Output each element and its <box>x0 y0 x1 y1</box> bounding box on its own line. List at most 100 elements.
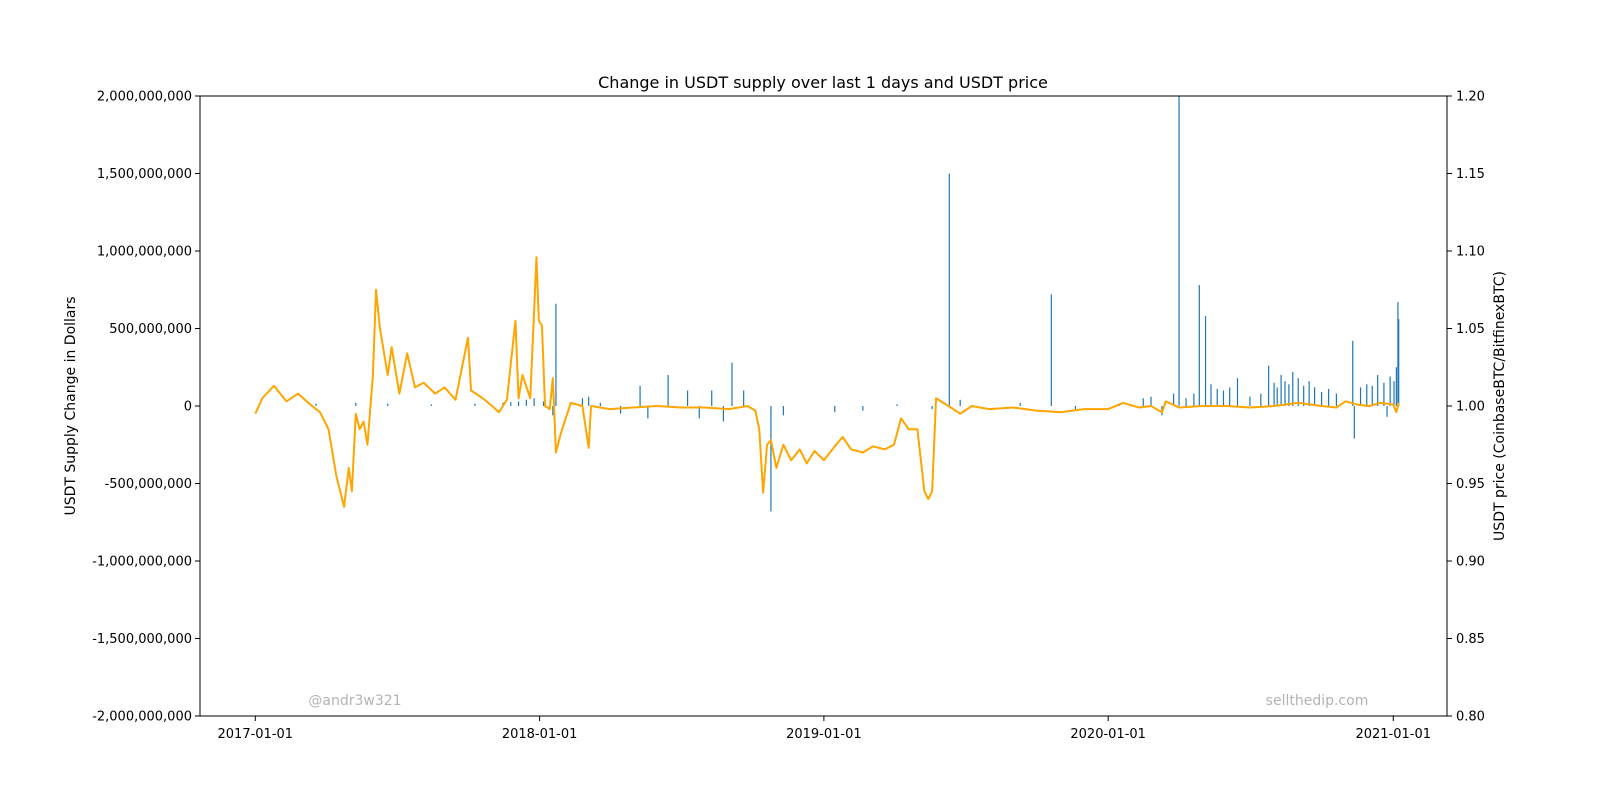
supply-bar <box>1222 390 1225 406</box>
supply-bar <box>1395 367 1397 406</box>
supply-bar <box>620 406 622 414</box>
supply-bar <box>770 406 772 512</box>
y2-tick-label: 1.20 <box>1456 90 1485 105</box>
supply-bar <box>1204 316 1207 406</box>
y2-tick-label: 0.90 <box>1456 555 1485 570</box>
y-tick-label: 1,000,000,000 <box>97 245 192 260</box>
supply-bar <box>517 401 520 406</box>
supply-bar <box>510 402 512 407</box>
left-axis: 2,000,000,000 1,500,000,000 1,000,000,000 5… <box>92 90 200 725</box>
supply-bar <box>1019 402 1021 406</box>
supply-bar <box>896 404 898 406</box>
supply-bar <box>834 406 836 413</box>
supply-bar <box>1216 388 1218 406</box>
x-tick-label: 2021-01-01 <box>1355 727 1431 742</box>
watermark-site: sellthedip.com <box>1266 693 1369 709</box>
supply-bar <box>931 406 933 410</box>
supply-bar <box>533 398 535 406</box>
supply-bar <box>1393 381 1395 406</box>
supply-bar <box>667 375 669 406</box>
supply-bar <box>1313 387 1316 406</box>
supply-bar <box>355 402 357 406</box>
supply-bar <box>686 390 689 406</box>
y-axis-title: USDT Supply Change in Dollars <box>63 296 79 515</box>
supply-bar <box>1366 384 1368 406</box>
supply-bar <box>722 406 725 422</box>
supply-bar <box>599 402 601 406</box>
supply-bar <box>948 173 950 406</box>
supply-bar <box>782 406 784 416</box>
supply-bar <box>1308 381 1310 406</box>
supply-bar <box>1150 396 1152 406</box>
supply-bar <box>1193 393 1195 406</box>
supply-bar <box>1377 375 1379 406</box>
supply-bar <box>1173 393 1175 406</box>
supply-bar <box>1260 393 1262 406</box>
supply-bar <box>581 398 584 406</box>
supply-bar <box>555 303 557 406</box>
supply-bar <box>1229 387 1231 406</box>
supply-bar <box>1383 382 1385 406</box>
y2-tick-label: 1.10 <box>1456 245 1485 260</box>
y-tick-label: -500,000,000 <box>105 477 192 492</box>
y-tick-label: -1,500,000,000 <box>92 632 192 647</box>
supply-bar <box>1178 96 1180 406</box>
x-tick-label: 2018-01-01 <box>502 727 578 742</box>
y-tick-label: 2,000,000,000 <box>97 90 192 105</box>
supply-bar <box>639 385 641 406</box>
y-tick-label: 1,500,000,000 <box>97 167 192 182</box>
supply-bar <box>1198 285 1200 406</box>
supply-bar <box>1328 388 1330 406</box>
supply-bar <box>1398 319 1400 406</box>
supply-bar <box>1303 385 1305 406</box>
supply-bar <box>1280 375 1282 406</box>
supply-bar <box>1273 382 1275 406</box>
y2-tick-label: 0.85 <box>1456 632 1485 647</box>
supply-bar <box>711 390 713 406</box>
y2-tick-label: 1.00 <box>1456 400 1485 415</box>
supply-bar <box>1371 385 1373 406</box>
supply-bar <box>1353 406 1355 439</box>
supply-bar <box>525 399 527 406</box>
supply-bar <box>1249 396 1251 406</box>
y2-tick-label: 0.95 <box>1456 477 1485 492</box>
supply-bar <box>1389 376 1391 406</box>
supply-bar <box>1359 387 1362 406</box>
supply-bar <box>1074 406 1077 410</box>
supply-bar <box>430 404 432 406</box>
supply-bars <box>315 96 1400 512</box>
y-tick-label: 500,000,000 <box>109 322 192 337</box>
supply-bar <box>1335 393 1337 406</box>
price-line-layer <box>254 256 1400 508</box>
supply-bar <box>387 403 389 406</box>
supply-bar <box>1210 384 1212 406</box>
y2-tick-label: 1.05 <box>1456 322 1485 337</box>
supply-bar <box>1288 384 1290 406</box>
supply-bar <box>1397 302 1399 406</box>
supply-bar <box>588 396 590 406</box>
y-tick-label: 0 <box>184 400 192 415</box>
watermark-author: @andr3w321 <box>308 693 401 709</box>
supply-bar <box>959 399 961 406</box>
supply-bar <box>542 401 545 406</box>
supply-bar <box>1321 392 1323 406</box>
x-tick-label: 2020-01-01 <box>1070 727 1146 742</box>
x-tick-label: 2019-01-01 <box>786 727 862 742</box>
x-axis: 2017-01-01 2018-01-01 2019-01-01 2020-01-01… <box>218 716 1431 742</box>
y2-tick-label: 0.80 <box>1456 710 1485 725</box>
supply-bar <box>474 403 476 406</box>
supply-bar <box>731 362 733 406</box>
supply-bar <box>1236 378 1239 406</box>
supply-bar <box>1352 340 1354 406</box>
supply-bar <box>862 406 864 411</box>
chart-title: Change in USDT supply over last 1 days a… <box>598 73 1048 92</box>
right-axis: 1.20 1.15 1.10 1.05 1.00 0.95 0.90 0.85 0.80 <box>1447 90 1485 725</box>
supply-bar <box>743 390 745 406</box>
y-tick-label: -1,000,000,000 <box>92 555 192 570</box>
y2-axis-title: USDT price (CoinbaseBTC/BitfinexBTC) <box>1492 271 1508 541</box>
supply-bar <box>1050 294 1052 406</box>
supply-bar <box>1185 398 1187 406</box>
supply-bar <box>1142 398 1144 406</box>
